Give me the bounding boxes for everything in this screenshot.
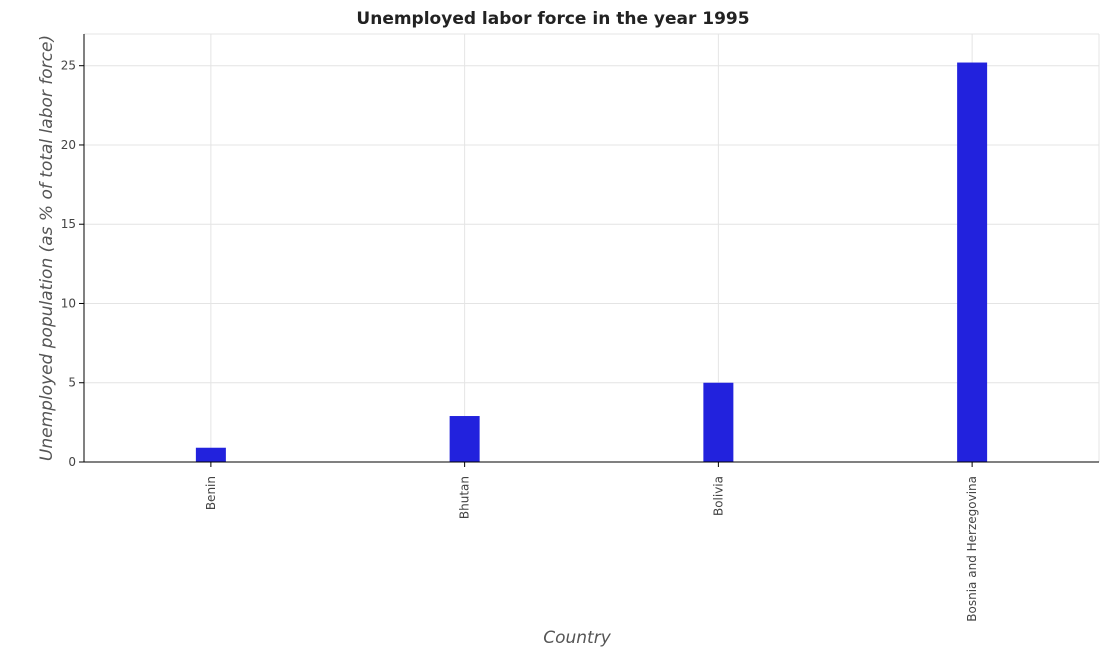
bar-bhutan xyxy=(449,416,480,462)
chart-title: Unemployed labor force in the year 1995 xyxy=(356,9,749,29)
bars xyxy=(195,62,988,463)
bar-bosnia-and-herzegovina xyxy=(957,62,988,463)
y-tick-label: 5 xyxy=(68,376,76,390)
x-tick-label: Bhutan xyxy=(458,476,472,519)
grid-lines xyxy=(84,33,1100,463)
bar-benin xyxy=(195,447,226,462)
x-tick-label: Bolivia xyxy=(711,476,725,516)
y-tick-label: 20 xyxy=(61,138,76,152)
bar-bolivia xyxy=(703,382,734,462)
y-tick-label: 25 xyxy=(61,59,76,73)
x-tick-label: Benin xyxy=(204,476,218,510)
y-tick-label: 0 xyxy=(68,455,76,469)
x-tick-label: Bosnia and Herzegovina xyxy=(965,476,979,622)
y-axis-label: Unemployed population (as % of total lab… xyxy=(37,35,57,461)
axes xyxy=(79,34,1099,467)
x-axis-label: Country xyxy=(543,628,611,648)
y-tick-label: 15 xyxy=(61,217,76,231)
tick-labels: 0 5 10 15 20 25 Benin Bhutan Bolivia Bosnia and H… xyxy=(61,59,979,622)
y-tick-label: 10 xyxy=(61,296,76,310)
